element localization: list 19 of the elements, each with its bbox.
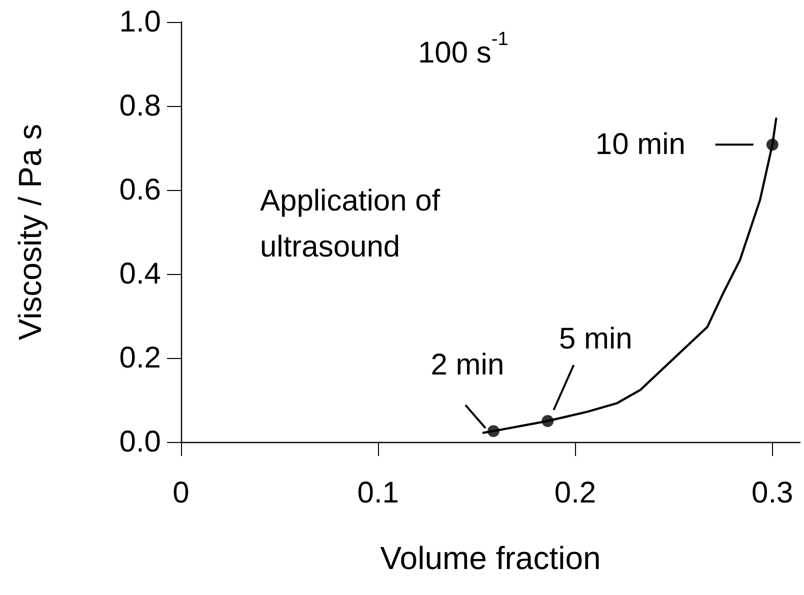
point — [487, 425, 500, 438]
y-tick-label: 0.4 — [119, 258, 161, 290]
y-tick-label: 0.6 — [119, 174, 161, 206]
x-axis-title: Volume fraction — [380, 540, 601, 576]
x-tick-label: 0.1 — [357, 476, 399, 510]
x-tick-label: 0 — [172, 476, 190, 510]
annotation: 2 min — [430, 348, 504, 382]
x-tick-label: 0.2 — [554, 476, 596, 510]
x-tick-label: 0.3 — [752, 476, 794, 510]
annotation: 5 min — [558, 322, 632, 356]
point — [542, 415, 554, 427]
y-axis-title: Viscosity / Pa s — [12, 124, 48, 340]
annotation: Application of ultrasound — [260, 184, 441, 264]
point — [766, 138, 778, 151]
annotation: 10 min — [595, 128, 686, 162]
y-tick-label: 1.0 — [119, 6, 161, 38]
y-tick-label: 0.0 — [119, 426, 161, 458]
y-tick-label: 0.2 — [119, 342, 161, 374]
y-tick-label: 0.8 — [119, 90, 161, 122]
